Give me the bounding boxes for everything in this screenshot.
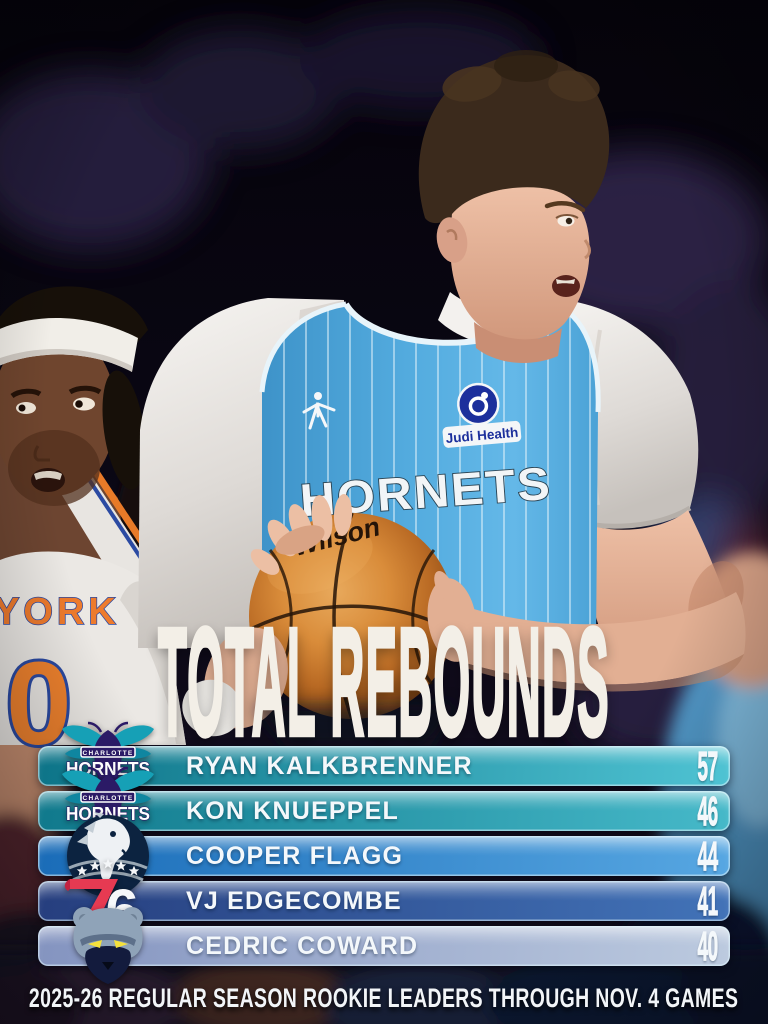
- player-name: KON KNUEPPEL: [186, 796, 400, 825]
- player-value: 44: [697, 833, 719, 879]
- hornets-city-text: CHARLOTTE: [83, 750, 134, 757]
- player-value: 40: [697, 923, 719, 969]
- leaderboard-row-2: CHARLOTTE HORNETS KON KNUEPPEL 46: [38, 766, 730, 853]
- player-value-wrap: 41: [674, 878, 730, 924]
- player-value-wrap: 40: [674, 923, 730, 969]
- player-value: 41: [697, 878, 719, 924]
- player-value-wrap: 44: [674, 833, 730, 879]
- hornets-wordmark-text: HORNETS: [66, 759, 150, 779]
- leaderboard-row-5: CEDRIC COWARD 40: [38, 907, 730, 984]
- player-value-wrap: 46: [674, 788, 730, 834]
- leaderboard-row-1: CHARLOTTE HORNETS RYAN KALKBRENNER 57: [38, 721, 730, 808]
- player-name: RYAN KALKBRENNER: [186, 751, 473, 780]
- player-value: 57: [697, 743, 719, 789]
- leaderboard-row-3: COOPER FLAGG 44: [38, 812, 730, 897]
- hornets-wordmark-text: HORNETS: [66, 804, 150, 824]
- player-name: VJ EDGECOMBE: [186, 886, 402, 915]
- leaderboard: CHARLOTTE HORNETS RYAN KALKBRENNER 57 CH…: [38, 721, 730, 984]
- hornets-city-text: CHARLOTTE: [83, 795, 134, 802]
- player-name: CEDRIC COWARD: [186, 931, 419, 960]
- player-value-wrap: 57: [674, 743, 730, 789]
- player-name: COOPER FLAGG: [186, 841, 404, 870]
- footer-text: 2025-26 REGULAR SEASON ROOKIE LEADERS TH…: [29, 982, 739, 1013]
- leaderboard-row-4: 6 VJ EDGECOMBE 41: [38, 858, 730, 944]
- player-value: 46: [697, 788, 719, 834]
- footer: 2025-26 REGULAR SEASON ROOKIE LEADERS TH…: [0, 978, 768, 1018]
